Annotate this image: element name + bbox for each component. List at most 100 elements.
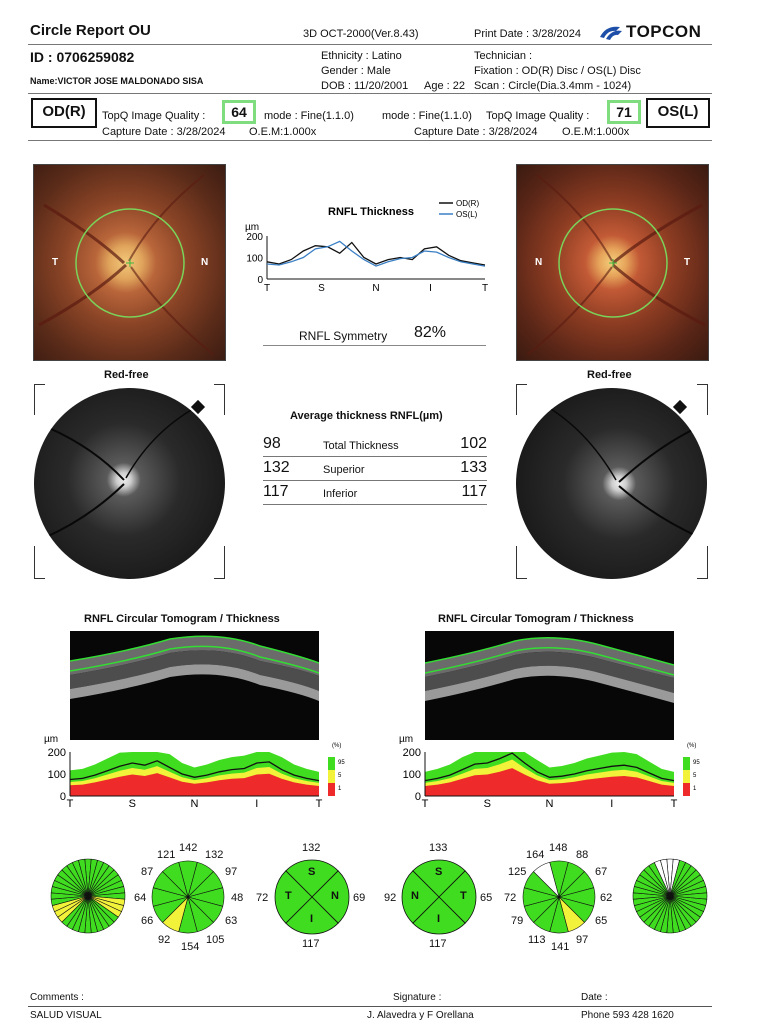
topcon-logo: TOPCON [598, 22, 708, 42]
avg-row-superior: 132 Superior 133 [263, 457, 487, 481]
y-axis-label: µm [245, 222, 259, 233]
os-clock-12: 148 [549, 842, 568, 854]
od-legend-95: 95 [338, 760, 345, 766]
os-legend-95: 95 [693, 760, 700, 766]
avg-row-inferior: 117 Inferior 117 [263, 481, 487, 505]
os-y-tick-0: 0 [415, 791, 421, 803]
od-thickness-line [69, 760, 320, 782]
od-legend-title: (%) [332, 743, 341, 749]
os-legend-1: 1 [693, 786, 697, 792]
od-mode: mode : Fine(1.1.0) [264, 110, 354, 122]
os-inferior: 117 [461, 483, 487, 500]
clinic-phone: Phone 593 428 1620 [581, 1010, 674, 1021]
x-tick-2: N [372, 283, 379, 294]
os-superior: 133 [460, 459, 487, 476]
od-quad-nasal-value: 69 [353, 892, 366, 904]
comments-label: Comments : [30, 992, 84, 1003]
os-clock-sector-11 [533, 861, 560, 899]
os-clock-10: 125 [508, 866, 527, 878]
od-x-tick-2: N [191, 798, 199, 810]
od-fundus-t-label: T [52, 257, 59, 268]
os-thickness-line [424, 752, 675, 782]
os-clock-8: 79 [511, 915, 524, 927]
od-quad-t-label: T [285, 890, 292, 902]
os-redfree-image [516, 388, 707, 579]
os-clock-1: 88 [576, 849, 589, 861]
od-clock-7: 92 [158, 934, 171, 946]
od-clock-2: 97 [225, 866, 238, 878]
x-tick-3: I [429, 283, 432, 294]
os-y-tick-200: 200 [403, 747, 421, 759]
os-x-tick-1: S [484, 798, 491, 810]
avg-thickness-table: 98 Total Thickness 102 132 Superior 133 … [263, 433, 487, 505]
os-fundus-t-label: T [684, 257, 691, 268]
od-quad-superior-value: 132 [302, 842, 321, 854]
signature-label: Signature : [393, 992, 442, 1003]
os-quad-quadrant-1 [438, 870, 477, 924]
od-clock-8: 66 [141, 915, 154, 927]
x-tick-0: T [264, 283, 270, 294]
od-clock-6: 154 [181, 941, 200, 953]
od-oem: O.E.M:1.000x [249, 126, 317, 138]
topcon-logo-icon [600, 26, 622, 40]
age: Age : 22 [424, 80, 465, 92]
os-quad-i-label: I [437, 913, 441, 925]
od-small-sector-35 [78, 858, 89, 897]
od-quad-quadrant-1 [311, 870, 350, 924]
od-quality-value: 64 [222, 100, 256, 124]
od-x-tick-4: T [316, 798, 323, 810]
superior-label: Superior [323, 464, 365, 476]
os-legend-swatch-1 [683, 770, 690, 783]
os-quality-value: 71 [607, 100, 641, 124]
od-y-label: µm [44, 734, 58, 745]
x-tick-4: T [482, 283, 488, 294]
od-clock-1: 132 [205, 849, 224, 861]
os-tomogram-title: RNFL Circular Tomogram / Thickness [438, 613, 634, 625]
os-x-tick-3: I [610, 798, 613, 810]
od-y-tick-0: 0 [60, 791, 66, 803]
os-clock-9: 72 [504, 892, 517, 904]
report-title: Circle Report OU [30, 22, 151, 39]
od-clock-10: 87 [141, 866, 154, 878]
od-quad-i-label: I [310, 913, 314, 925]
y-tick-200: 200 [246, 232, 263, 243]
os-quad-s-label: S [435, 866, 443, 878]
ethnicity: Ethnicity : Latino [321, 50, 402, 62]
od-quadrant-map [274, 859, 350, 935]
os-quad-temporal-value: 65 [480, 892, 493, 904]
brand-name: TOPCON [626, 22, 702, 41]
legend-os: OS(L) [456, 210, 478, 219]
os-quad-quadrant-2 [412, 896, 466, 935]
od-clock-9: 64 [134, 892, 147, 904]
od-abnormal-band [70, 773, 319, 796]
os-quadrant-map [401, 859, 477, 935]
od-clock-4: 63 [225, 915, 238, 927]
series-line-os [266, 240, 486, 267]
od-eye-label: OD(R) [31, 98, 97, 128]
patient-name: Name:VICTOR JOSE MALDONADO SISA [30, 76, 204, 86]
od-total-thickness: 98 [263, 435, 281, 452]
od-sector-map-small [50, 858, 126, 934]
os-quad-n-label: N [411, 890, 419, 902]
os-oem: O.E.M:1.000x [562, 126, 630, 138]
os-fundus-n-label: N [535, 257, 543, 268]
od-clock-11: 121 [157, 849, 176, 861]
od-redfree-label: Red-free [104, 369, 149, 381]
os-clock-6: 141 [551, 941, 570, 953]
device-version: 3D OCT-2000(Ver.8.43) [303, 28, 419, 40]
y-tick-0: 0 [257, 275, 263, 286]
dob: DOB : 11/20/2001 [321, 80, 409, 92]
os-redfree-label: Red-free [587, 369, 632, 381]
od-quad-quadrant-0 [285, 859, 339, 898]
os-fundus-photo: N T [516, 164, 709, 361]
x-tick-1: S [318, 283, 325, 294]
od-quad-quadrant-3 [274, 870, 313, 924]
avg-row-total: 98 Total Thickness 102 [263, 433, 487, 457]
os-capture-date: Capture Date : 3/28/2024 [414, 126, 538, 138]
od-oct-tomogram [70, 631, 319, 740]
os-quality-label: TopQ Image Quality : [486, 110, 590, 122]
os-clock-7: 113 [528, 934, 546, 946]
rnfl-symmetry-label: RNFL Symmetry [299, 329, 388, 343]
os-small-sector-35 [660, 858, 671, 897]
os-legend-swatch-2 [683, 783, 690, 796]
